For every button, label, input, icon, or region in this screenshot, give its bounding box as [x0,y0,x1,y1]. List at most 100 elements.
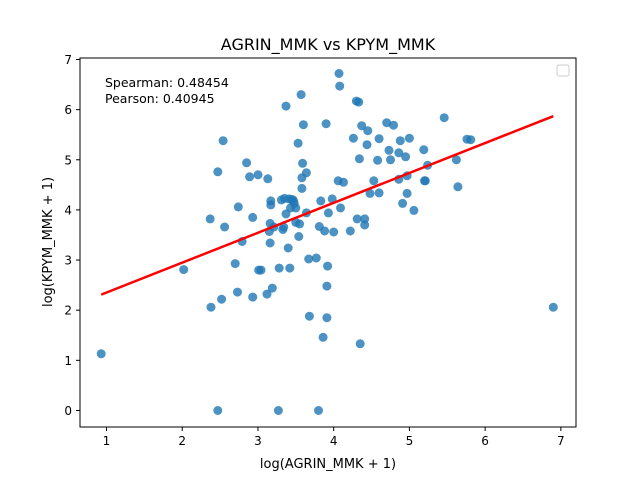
scatter-point [322,313,332,323]
regression-line [100,114,554,296]
x-axis-ticks: 1 2 3 4 5 6 7 [103,427,565,448]
scatter-point [281,101,291,111]
x-axis-label: log(AGRIN_MMK + 1) [260,457,396,472]
scatter-point [311,253,321,263]
scatter-point [233,202,243,212]
y-tick-label: 3 [64,254,72,268]
scatter-point [322,281,332,291]
scatter-point [329,227,339,237]
scatter-point [401,152,411,162]
scatter-point [466,135,476,145]
scatter-point [263,174,273,184]
scatter-point [296,90,306,100]
scatter-point [334,69,344,78]
scatter-point [548,302,558,312]
y-tick-label: 7 [64,53,72,67]
scatter-point [323,208,333,218]
scatter-point [265,238,275,248]
scatter-point [320,226,330,236]
scatter-point [230,259,240,269]
scatter-point [273,406,283,415]
scatter-point [365,188,375,198]
spearman-annotation: Spearman: 0.48454 [105,75,229,90]
x-tick-label: 1 [103,434,111,448]
scatter-point [386,155,395,165]
scatter-point [220,222,230,232]
scatter-point [304,254,314,264]
scatter-point [453,182,463,192]
scatter-point [253,170,263,180]
axes-frame [79,57,577,428]
legend-box [556,64,570,77]
scatter-point [335,81,345,91]
scatter-point [409,205,419,215]
scatter-point [402,188,412,198]
scatter-point [318,332,328,342]
scatter-point [345,226,355,236]
scatter-point [205,214,215,224]
x-tick-label: 5 [406,434,414,448]
scatter-point [217,294,227,304]
scatter-point [283,243,293,253]
scatter-point [363,126,373,136]
x-tick-label: 6 [481,434,489,448]
y-tick-label: 1 [64,354,72,368]
y-tick-label: 5 [64,153,72,167]
scatter-point [439,113,449,123]
scatter-point [213,167,223,177]
y-axis-ticks: 0 1 2 3 4 5 6 7 [64,53,80,418]
chart-title: AGRIN_MMK vs KPYM_MMK [221,35,436,55]
scatter-point [245,172,255,182]
scatter-point [294,232,304,241]
scatter-point [354,97,364,107]
scatter-point [262,289,272,299]
scatter-point [293,138,303,148]
scatter-point [248,212,258,222]
scatter-point [369,176,379,186]
x-tick-label: 7 [557,434,565,448]
scatter-point [360,220,370,230]
scatter-point [373,155,383,165]
scatter-point [298,120,308,130]
scatter-point [213,406,223,415]
scatter-point [301,168,311,178]
pearson-annotation: Pearson: 0.40945 [105,91,215,106]
scatter-point [382,118,392,128]
x-tick-label: 4 [330,434,338,448]
scatter-point [285,263,295,273]
scatter-point [321,119,331,129]
scatter-point [274,263,284,273]
scatter-point [398,198,408,208]
scatter-point [384,145,394,155]
scatter-point [404,133,414,143]
scatter-point [395,136,405,146]
scatter-point [304,311,314,321]
scatter-point [419,145,429,155]
scatter-point [336,203,345,213]
scatter-point [267,283,277,293]
scatter-point [357,121,367,131]
scatter-point [96,349,106,359]
scatter-point [389,120,398,130]
scatter-point [233,287,242,297]
scatter-point [295,219,305,229]
scatter-point [206,302,216,312]
y-axis-label: log(KPYM_MMK + 1) [41,177,56,307]
y-tick-label: 2 [64,304,72,318]
y-tick-label: 4 [64,203,72,217]
y-tick-label: 0 [64,404,72,418]
scatter-point [451,155,461,165]
plot-area [96,69,558,415]
scatter-point [420,176,430,186]
scatter-point [327,194,337,204]
x-tick-label: 3 [254,434,262,448]
scatter-point [348,133,358,143]
scatter-point [266,200,276,210]
scatter-point [218,136,228,146]
scatter-point [362,140,372,150]
scatter-point [256,265,266,275]
scatter-point [354,154,364,164]
scatter-point [248,292,258,302]
scatter-point [298,158,308,168]
